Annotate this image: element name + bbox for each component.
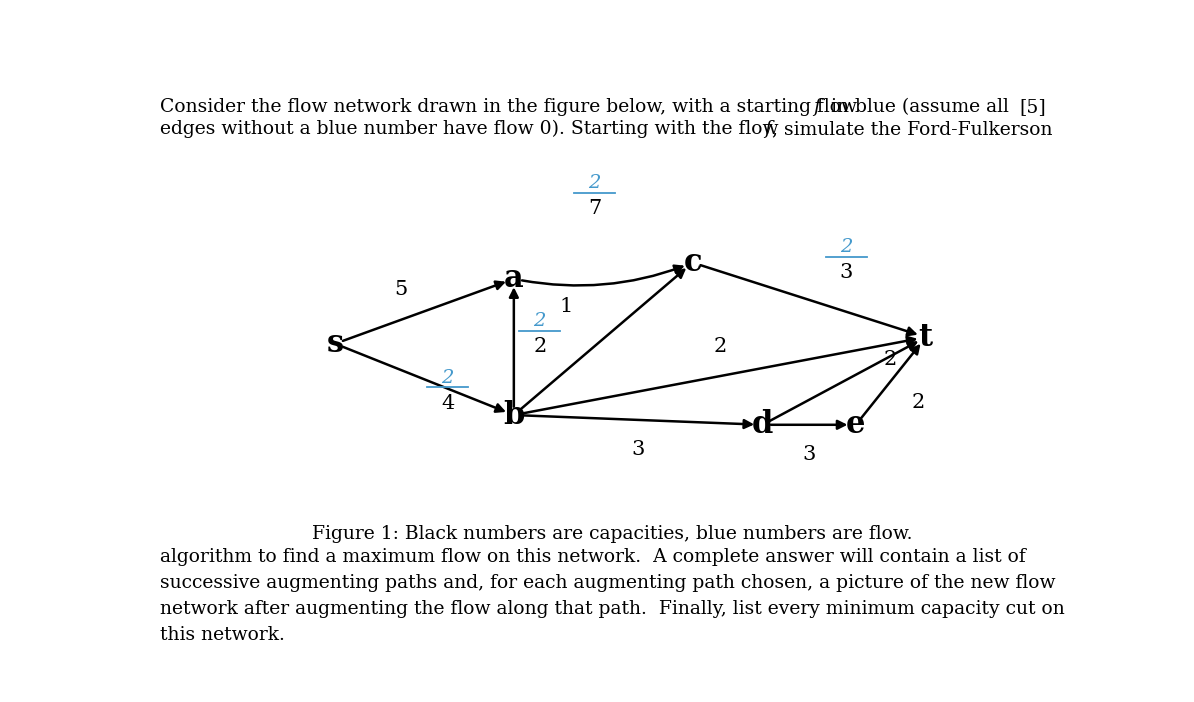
Text: 2: 2 (713, 337, 726, 356)
Text: 2: 2 (534, 338, 547, 357)
Text: 1: 1 (560, 297, 573, 316)
Text: 4: 4 (441, 395, 454, 413)
Text: t: t (918, 322, 933, 352)
Text: 5: 5 (395, 280, 408, 299)
Text: 2: 2 (589, 174, 601, 192)
Text: c: c (683, 247, 702, 278)
Text: , simulate the Ford-Fulkerson: , simulate the Ford-Fulkerson (773, 120, 1052, 138)
Text: 2: 2 (534, 312, 546, 330)
Text: d: d (752, 409, 774, 440)
Text: in blue (assume all: in blue (assume all (825, 98, 1009, 116)
Text: this network.: this network. (160, 626, 285, 644)
Text: Figure 1: Black numbers are capacities, blue numbers are flow.: Figure 1: Black numbers are capacities, … (312, 525, 912, 543)
Text: 7: 7 (589, 199, 602, 218)
Text: 2: 2 (841, 238, 853, 256)
Text: b: b (503, 399, 524, 430)
Text: [5]: [5] (1020, 98, 1046, 116)
Text: Consider the flow network drawn in the figure below, with a starting flow: Consider the flow network drawn in the f… (160, 98, 863, 116)
Text: 3: 3 (802, 445, 816, 464)
Text: e: e (847, 409, 866, 440)
Text: network after augmenting the flow along that path.  Finally, list every minimum : network after augmenting the flow along … (160, 600, 1065, 618)
Text: 3: 3 (632, 440, 645, 459)
Text: 2: 2 (912, 393, 925, 412)
Text: f: f (764, 120, 771, 138)
Text: f: f (813, 98, 820, 116)
Text: 2: 2 (442, 369, 454, 387)
Text: 3: 3 (839, 263, 853, 282)
Text: algorithm to find a maximum flow on this network.  A complete answer will contai: algorithm to find a maximum flow on this… (160, 548, 1026, 566)
Text: s: s (326, 329, 344, 359)
Text: edges without a blue number have flow 0). Starting with the flow: edges without a blue number have flow 0)… (160, 120, 784, 138)
Text: 2: 2 (884, 350, 897, 369)
Text: a: a (504, 263, 524, 294)
Text: successive augmenting paths and, for each augmenting path chosen, a picture of t: successive augmenting paths and, for eac… (160, 574, 1055, 592)
